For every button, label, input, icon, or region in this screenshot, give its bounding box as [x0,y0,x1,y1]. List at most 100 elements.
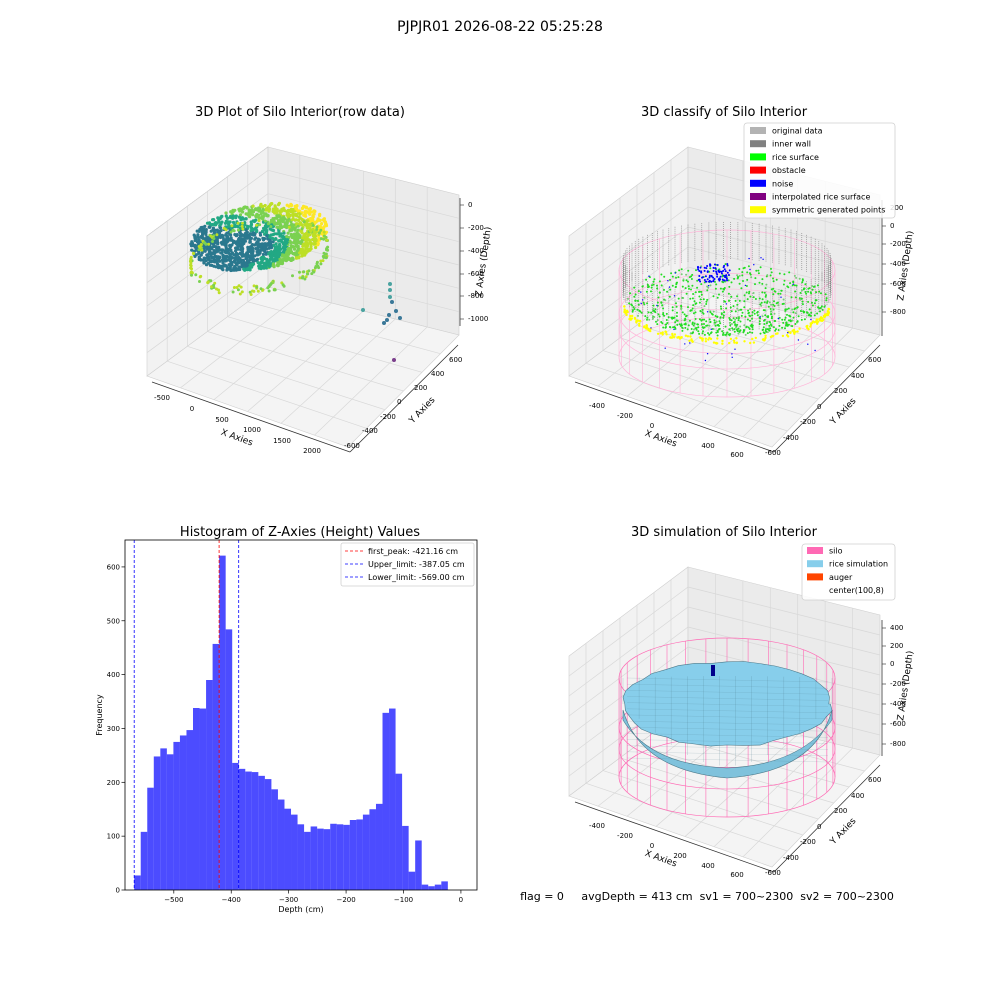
rice-surface-point [701,332,704,335]
noise-point [708,274,711,277]
legend-label: inner wall [772,140,811,149]
raw-point [205,256,210,260]
rice-surface-point [777,292,780,295]
raw-point [307,211,311,215]
rice-surface-point [711,313,714,316]
rice-surface-point [714,280,716,283]
symmetric-point [733,341,736,344]
rice-surface-point [680,324,683,327]
noise-point [716,273,719,276]
rice-surface-point [794,307,797,310]
rice-surface-point [709,284,712,287]
rice-surface-point [738,330,741,333]
rice-surface-point [666,322,669,324]
rice-surface-point [772,280,775,283]
raw-point [273,204,277,208]
raw-point [237,215,241,219]
rice-surface-point [661,322,664,325]
histogram-bar [245,771,252,890]
rice-surface-point [661,304,664,307]
raw-point [270,254,274,258]
symmetric-point [656,332,660,335]
raw-point [277,239,282,243]
raw-point [235,224,239,228]
raw-wall-point [241,227,245,231]
rice-surface-point [720,307,723,310]
rice-surface-point [761,278,764,281]
noise-point [777,317,779,320]
raw-point [243,205,247,209]
raw-point [242,267,246,271]
rice-surface-point [727,279,730,282]
z-tick-label: -200 [468,224,484,232]
rice-surface-point [729,306,732,309]
rice-surface-point [674,285,677,288]
raw-wall-point [298,276,302,280]
raw-wall-point [240,224,244,228]
z-tick-label: -800 [468,292,484,300]
raw-point [293,247,297,251]
rice-surface-point [789,315,792,318]
noise-point [706,278,709,281]
rice-surface-point [778,324,781,327]
noise-point [706,270,709,273]
raw-point [314,245,318,250]
rice-surface-point [744,315,747,318]
rice-surface-point [702,330,704,333]
rice-surface-point [742,267,745,270]
raw-point [254,218,258,222]
z-tick-label: -600 [468,270,484,278]
raw-outlier-point [390,300,394,304]
rice-surface-point [813,285,816,288]
raw-point [273,222,278,226]
rice-surface-point [739,308,742,311]
rice-surface-point [636,308,639,311]
raw-point [290,256,295,260]
y-tick-label: 200 [834,807,847,815]
z-tick-label: -1000 [468,315,488,323]
raw-wall-point [304,275,308,279]
raw-point [313,236,317,240]
noise-point [673,328,675,331]
raw-wall-point [279,216,283,220]
raw-wall-point [310,272,314,276]
rice-surface-point [688,287,690,290]
rice-surface-point [650,311,653,314]
raw-point [224,214,228,218]
legend-label: auger [829,573,853,582]
gridline [207,331,404,392]
raw-point [256,261,260,265]
gridline [619,757,819,820]
x-tick-label: −400 [222,896,241,904]
histogram-bar [271,789,278,890]
raw-wall-point [316,264,320,268]
rice-surface-point [745,325,748,328]
rice-surface-point [656,323,659,326]
rice-surface-point [675,302,677,305]
raw-point [212,230,216,235]
z-tick-label: 200 [890,204,903,212]
symmetric-point [794,330,797,333]
rice-surface-point [781,326,784,329]
rice-surface-point [823,305,826,308]
symmetric-point [817,320,820,323]
rice-surface-point [800,297,803,300]
raw-point [210,256,214,260]
symmetric-point [671,332,674,336]
x-axis-line [574,801,775,873]
rice-surface-point [691,321,694,324]
rice-surface-point [806,311,808,314]
histogram-bar [147,787,154,890]
raw-point [228,247,232,251]
rice-surface-point [652,317,654,320]
rice-surface-point [722,316,725,319]
rice-surface-point [759,332,762,335]
raw-point [231,214,235,218]
rice-surface-point [709,320,712,323]
rice-surface-point [693,300,696,303]
symmetric-point [645,325,648,329]
rice-surface-point [730,319,733,322]
raw-point [249,224,253,228]
rice-surface-point [675,282,678,285]
raw-point [288,239,292,243]
